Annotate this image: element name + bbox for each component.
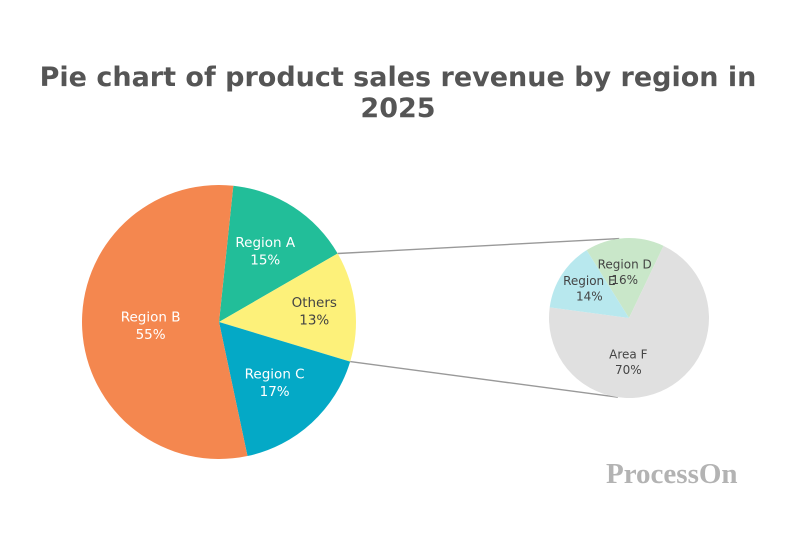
processon-watermark: ProcessOn bbox=[606, 458, 738, 490]
pie-slice-region-a bbox=[219, 185, 338, 322]
sub-pie-slice-area-f bbox=[548, 245, 709, 398]
connector-line-bottom bbox=[350, 360, 618, 398]
slice-label-others: Others 13% bbox=[292, 295, 337, 329]
chart-title: Pie chart of product sales revenue by re… bbox=[39, 62, 757, 124]
sub-pie-slice-region-e bbox=[549, 250, 629, 318]
sub-pie-label-region-e: Region E 14% bbox=[563, 274, 615, 304]
slice-label-region-b: Region B 55% bbox=[121, 310, 181, 344]
sub-pie-slice-region-d bbox=[586, 237, 664, 318]
sub-pie bbox=[548, 237, 709, 398]
slice-label-region-c: Region C 17% bbox=[245, 367, 305, 401]
sub-pie-labels: Region D 16% Area F 70% Region E 14% bbox=[563, 257, 652, 377]
slice-label-region-a: Region A 15% bbox=[235, 235, 296, 269]
pie-slice-region-b bbox=[82, 185, 248, 460]
sub-pie-label-area-f: Area F 70% bbox=[609, 348, 647, 378]
pie-slice-others bbox=[219, 253, 357, 362]
pie-slice-region-c bbox=[219, 322, 351, 457]
main-pie bbox=[82, 185, 357, 460]
sub-pie-label-region-d: Region D 16% bbox=[598, 257, 652, 287]
connector-line-top bbox=[337, 237, 620, 255]
